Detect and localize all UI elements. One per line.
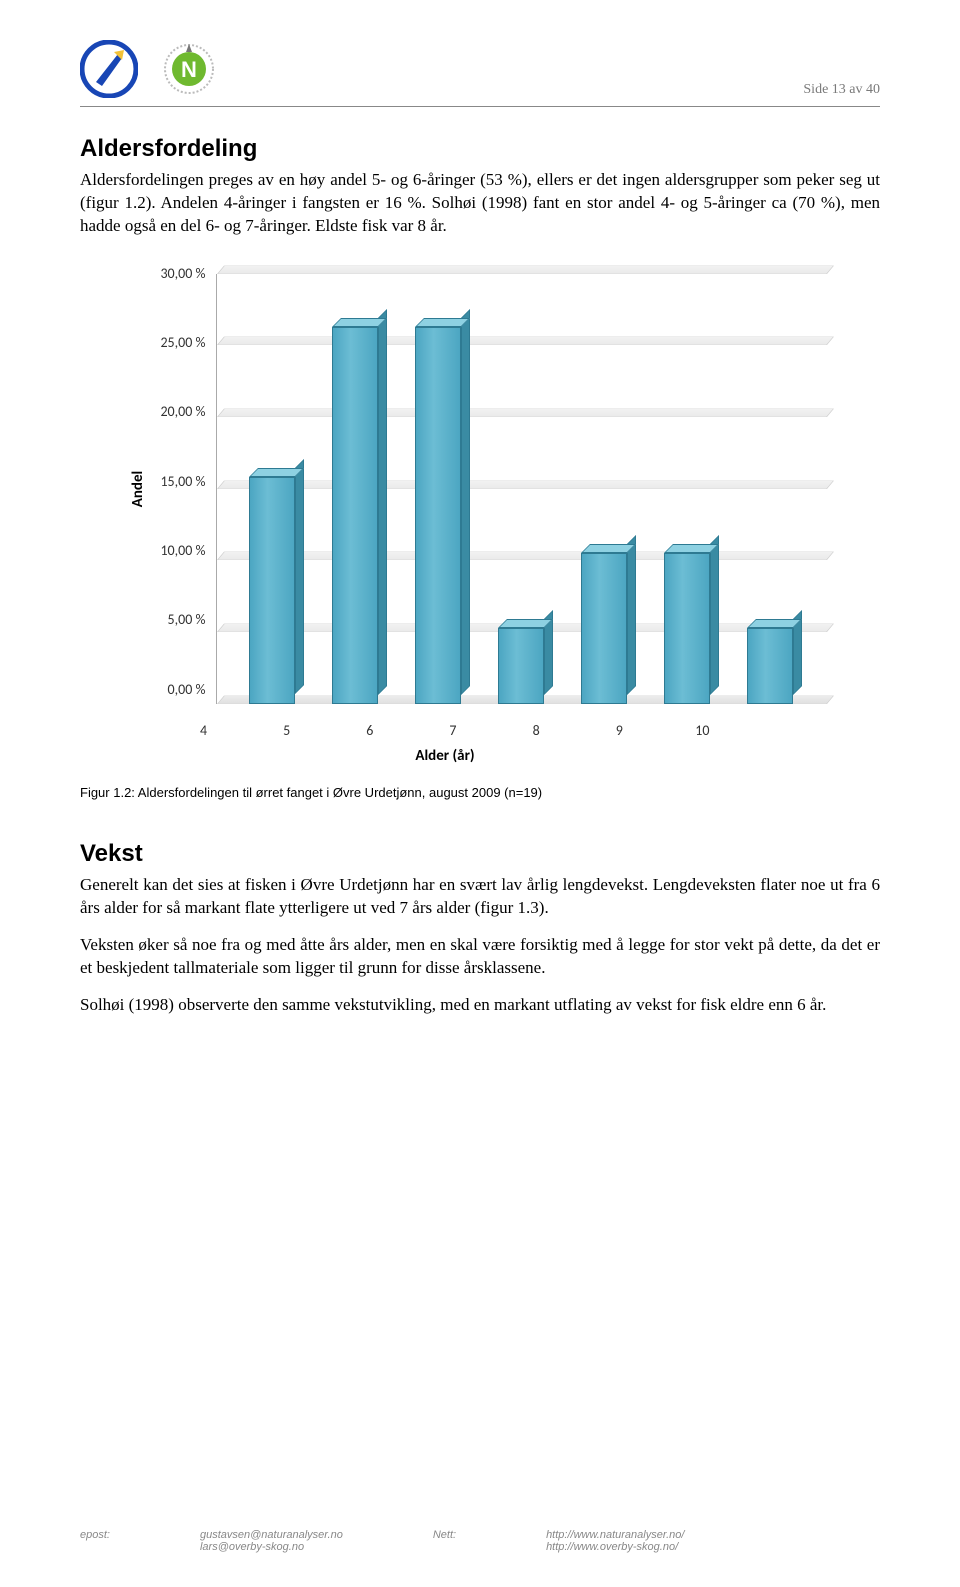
bar-top xyxy=(747,619,802,628)
y-tick-label: 5,00 % xyxy=(168,613,206,627)
bar-front xyxy=(498,628,544,704)
x-axis-ticks: 4 5 6 7 8 9 10 xyxy=(148,714,758,739)
chart-bar xyxy=(664,553,710,704)
bar-top xyxy=(332,318,387,327)
bar-side xyxy=(378,309,387,695)
section-title-aldersfordeling: Aldersfordeling xyxy=(80,135,880,163)
bar-front xyxy=(747,628,793,704)
y-tick-label: 0,00 % xyxy=(168,683,206,697)
x-axis-label: Alder (år) xyxy=(140,747,750,765)
age-distribution-chart: Andel 30,00 %25,00 %20,00 %15,00 %10,00 … xyxy=(120,274,880,704)
body-paragraph: Aldersfordelingen preges av en høy andel… xyxy=(80,169,880,238)
chart-bars xyxy=(217,274,826,704)
svg-text:N: N xyxy=(181,57,197,82)
bar-side xyxy=(627,535,636,695)
body-paragraph: Veksten øker så noe fra og med åtte års … xyxy=(80,934,880,980)
green-n-logo: N xyxy=(162,42,216,96)
chart-bar xyxy=(415,327,461,704)
figure-caption: Figur 1.2: Aldersfordelingen til ørret f… xyxy=(80,785,880,800)
y-tick-label: 30,00 % xyxy=(160,267,205,281)
bar-front xyxy=(415,327,461,704)
footer-col-email-values: gustavsen@naturanalyser.no lars@overby-s… xyxy=(200,1529,343,1553)
page-header: N Side 13 av 40 xyxy=(80,40,880,107)
page-footer: epost: gustavsen@naturanalyser.no lars@o… xyxy=(80,1529,880,1553)
chart-plot-area xyxy=(216,274,826,704)
logo-row: N xyxy=(80,40,216,98)
x-tick-label: 4 xyxy=(181,722,227,739)
bar-top xyxy=(249,468,304,477)
bar-side xyxy=(710,535,719,695)
section-title-vekst: Vekst xyxy=(80,840,880,868)
x-tick-label: 5 xyxy=(264,722,310,739)
bar-side xyxy=(295,459,304,694)
chart-bar xyxy=(747,628,793,704)
bar-front xyxy=(249,477,295,703)
y-axis-label-wrap: Andel xyxy=(120,274,156,704)
chart-bar xyxy=(498,628,544,704)
bar-top xyxy=(498,619,553,628)
bar-top xyxy=(664,544,719,553)
x-tick-label: 6 xyxy=(347,722,393,739)
compass-fish-logo xyxy=(80,40,138,98)
chart-gridline xyxy=(217,265,834,273)
footer-url: http://www.naturanalyser.no/ xyxy=(546,1529,684,1541)
y-axis-ticks: 30,00 %25,00 %20,00 %15,00 %10,00 %5,00 … xyxy=(160,274,205,704)
y-axis-label: Andel xyxy=(129,471,147,507)
bar-front xyxy=(332,327,378,704)
footer-email: lars@overby-skog.no xyxy=(200,1541,343,1553)
footer-label: epost: xyxy=(80,1529,110,1541)
footer-col-email: epost: xyxy=(80,1529,110,1553)
x-tick-label: 8 xyxy=(513,722,559,739)
body-paragraph: Solhøi (1998) observerte den samme vekst… xyxy=(80,994,880,1017)
footer-label: Nett: xyxy=(433,1529,456,1541)
x-tick-label: 10 xyxy=(679,722,725,739)
footer-col-web: Nett: xyxy=(433,1529,456,1553)
y-tick-label: 20,00 % xyxy=(160,405,205,419)
y-tick-label: 10,00 % xyxy=(160,544,205,558)
chart-bar xyxy=(581,553,627,704)
x-tick-label: 9 xyxy=(596,722,642,739)
page: N Side 13 av 40 Aldersfordeling Aldersfo… xyxy=(0,0,960,1587)
y-tick-label: 25,00 % xyxy=(160,336,205,350)
chart-bar xyxy=(332,327,378,704)
bar-top xyxy=(581,544,636,553)
bar-front xyxy=(664,553,710,704)
footer-col-web-values: http://www.naturanalyser.no/ http://www.… xyxy=(546,1529,684,1553)
chart-bar xyxy=(249,477,295,703)
bar-front xyxy=(581,553,627,704)
y-tick-label: 15,00 % xyxy=(160,475,205,489)
body-paragraph: Generelt kan det sies at fisken i Øvre U… xyxy=(80,874,880,920)
page-number: Side 13 av 40 xyxy=(803,82,880,98)
footer-url: http://www.overby-skog.no/ xyxy=(546,1541,684,1553)
bar-top xyxy=(415,318,470,327)
bar-side xyxy=(461,309,470,695)
footer-email: gustavsen@naturanalyser.no xyxy=(200,1529,343,1541)
x-tick-label: 7 xyxy=(430,722,476,739)
